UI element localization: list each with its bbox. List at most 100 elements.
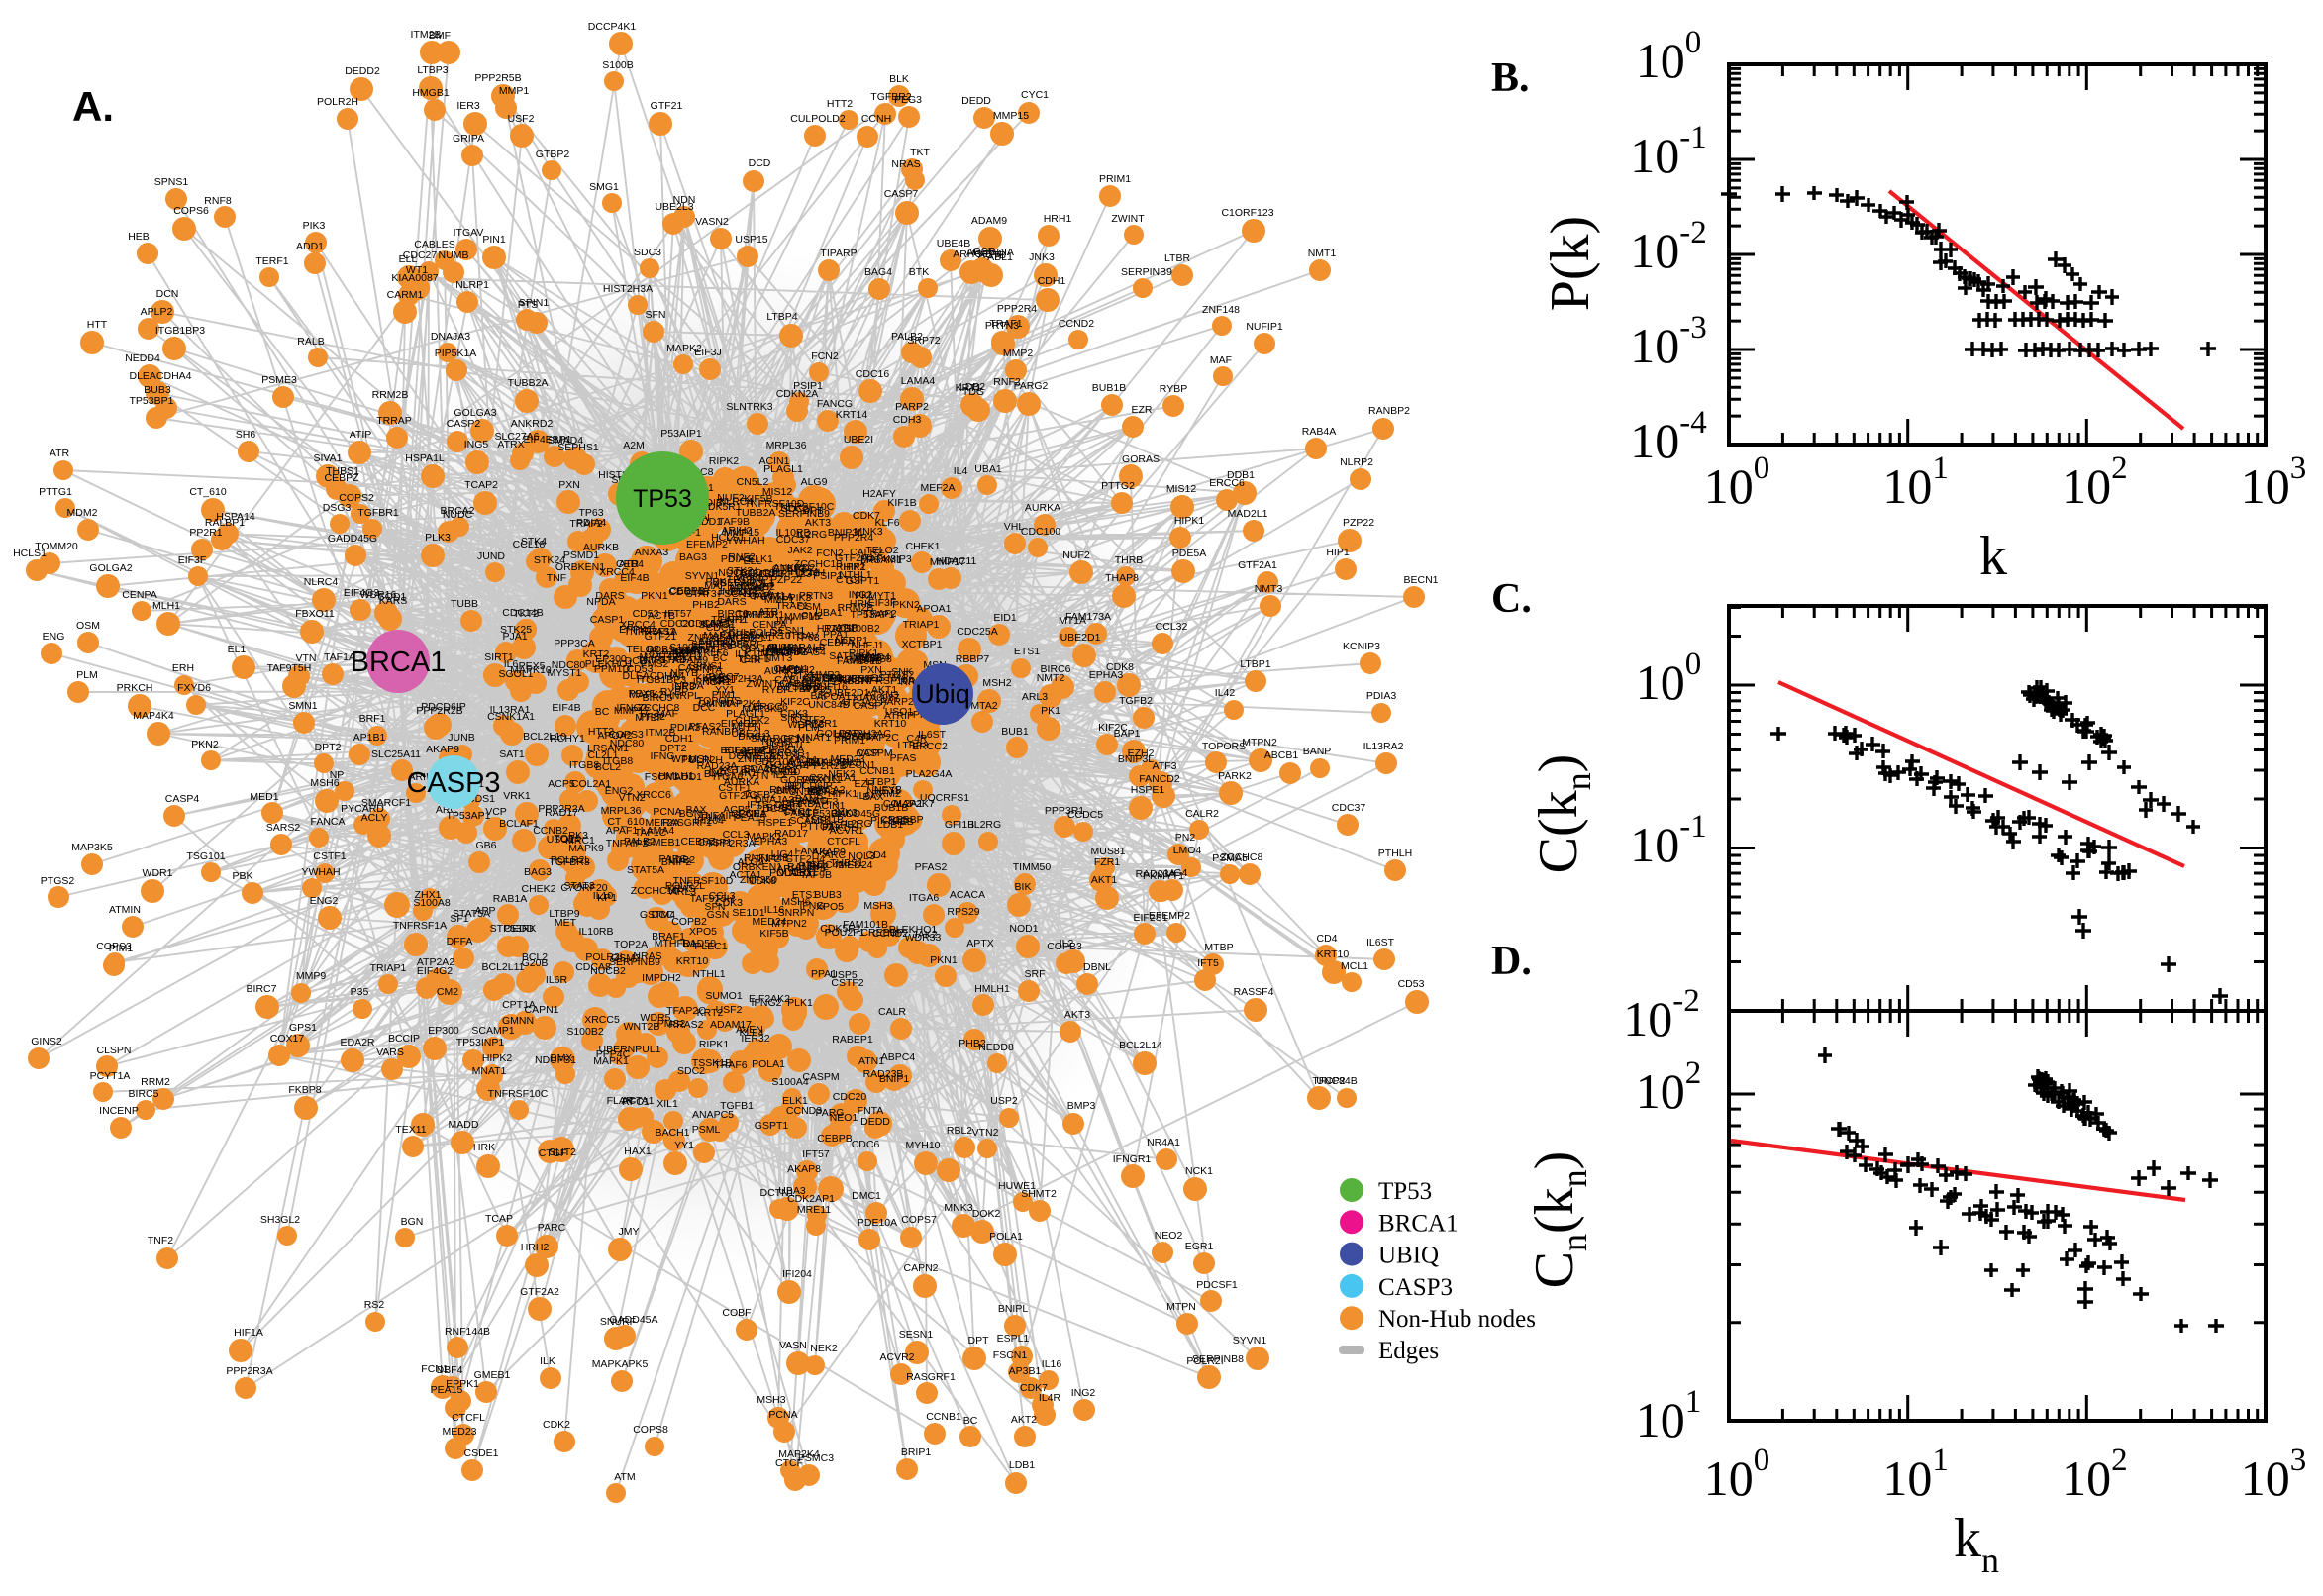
svg-text:SLC27A6: SLC27A6: [495, 431, 540, 443]
svg-text:HEB: HEB: [128, 231, 150, 243]
svg-text:POLR2I: POLR2I: [1186, 1355, 1223, 1367]
svg-text:FCN2: FCN2: [811, 350, 839, 362]
svg-text:TNFRSF10D: TNFRSF10D: [745, 498, 805, 510]
svg-text:CTCFL: CTCFL: [827, 836, 860, 848]
svg-text:CABLES: CABLES: [414, 239, 454, 250]
svg-text:HIP1: HIP1: [1326, 547, 1350, 558]
svg-text:P53AIP1: P53AIP1: [660, 428, 702, 440]
svg-text:GTF21: GTF21: [651, 100, 683, 112]
svg-text:MAP4K4: MAP4K4: [133, 710, 174, 722]
svg-text:RAB4A: RAB4A: [846, 654, 879, 666]
svg-text:HMGB1: HMGB1: [412, 87, 450, 99]
svg-text:NTHL1: NTHL1: [692, 968, 725, 980]
svg-text:HRH1: HRH1: [1044, 213, 1072, 225]
svg-text:KCNIP3: KCNIP3: [1343, 641, 1380, 652]
svg-text:RYBP: RYBP: [762, 684, 790, 696]
svg-text:APP: APP: [474, 905, 495, 917]
svg-text:IFNGR1: IFNGR1: [1113, 1153, 1152, 1165]
svg-text:ZWINT: ZWINT: [1111, 213, 1145, 225]
svg-text:HTT2: HTT2: [827, 98, 853, 110]
svg-text:BNIPL: BNIPL: [998, 1303, 1029, 1315]
svg-text:SYVN1: SYVN1: [1233, 1335, 1267, 1347]
svg-text:GOLGA2: GOLGA2: [816, 728, 858, 740]
svg-text:GB6: GB6: [475, 840, 496, 851]
svg-text:GFI1B: GFI1B: [945, 819, 974, 831]
svg-text:NUF2: NUF2: [1062, 549, 1090, 561]
svg-text:IL2RG: IL2RG: [971, 819, 1001, 831]
svg-text:NUDC: NUDC: [443, 509, 473, 521]
svg-text:SARS2: SARS2: [266, 822, 301, 834]
svg-text:SIVA1: SIVA1: [314, 452, 343, 464]
svg-text:RCHY1: RCHY1: [550, 733, 585, 745]
svg-text:CHEK2: CHEK2: [521, 883, 556, 895]
svg-text:DCCP4K1: DCCP4K1: [588, 21, 637, 33]
svg-text:MYH10: MYH10: [905, 1140, 940, 1151]
svg-text:DCN: DCN: [156, 288, 179, 300]
svg-text:SAT1: SAT1: [499, 748, 525, 760]
svg-text:YWHAH: YWHAH: [301, 866, 340, 878]
svg-text:CDCA8: CDCA8: [575, 961, 611, 973]
svg-text:KIAA0087: KIAA0087: [853, 692, 899, 704]
svg-text:NEDD8: NEDD8: [978, 1042, 1014, 1053]
svg-text:PLM: PLM: [76, 669, 98, 681]
svg-text:IL4: IL4: [954, 465, 968, 477]
svg-text:NMT1: NMT1: [1308, 248, 1337, 259]
svg-text:TNFRSF10C: TNFRSF10C: [488, 1088, 549, 1100]
svg-text:BCLAF1: BCLAF1: [499, 818, 539, 830]
svg-text:DBNL: DBNL: [1083, 961, 1111, 973]
svg-text:CYC1: CYC1: [783, 806, 811, 818]
svg-text:COL2A1: COL2A1: [571, 778, 611, 790]
svg-text:GMEB1: GMEB1: [645, 837, 681, 848]
svg-text:KIF5B: KIF5B: [759, 928, 788, 940]
svg-text:APOA1: APOA1: [916, 603, 951, 615]
svg-text:TNFAIP2: TNFAIP2: [606, 838, 649, 849]
svg-text:IFT57: IFT57: [802, 1148, 830, 1160]
svg-text:PHB2: PHB2: [692, 599, 720, 611]
svg-text:IL42: IL42: [1215, 687, 1236, 699]
svg-text:CDC14B: CDC14B: [668, 586, 709, 598]
svg-text:MCL1: MCL1: [1341, 960, 1368, 972]
svg-text:DOK2: DOK2: [972, 1208, 1001, 1220]
svg-text:PKN1: PKN1: [641, 590, 668, 602]
svg-text:CDH3: CDH3: [893, 414, 922, 426]
svg-text:TNFRSF1A: TNFRSF1A: [393, 920, 447, 932]
svg-text:POU2F1: POU2F1: [825, 927, 865, 939]
svg-text:DEDD: DEDD: [860, 1116, 890, 1128]
svg-text:ACVR2: ACVR2: [879, 1351, 914, 1363]
svg-text:P35: P35: [351, 986, 369, 998]
svg-text:CDC100: CDC100: [1021, 526, 1060, 538]
svg-text:PDCSF1: PDCSF1: [1196, 1279, 1238, 1291]
svg-text:CTCFL: CTCFL: [452, 1412, 485, 1424]
svg-text:GTF2A2: GTF2A2: [520, 1286, 559, 1298]
svg-text:TCAP: TCAP: [485, 1213, 513, 1225]
svg-text:ESPL1: ESPL1: [997, 1333, 1030, 1345]
svg-text:PFAS2: PFAS2: [915, 861, 948, 873]
svg-text:CDC37: CDC37: [1332, 802, 1366, 814]
svg-text:ARL3: ARL3: [1022, 691, 1048, 703]
svg-text:HIPK1: HIPK1: [1174, 515, 1205, 527]
svg-text:EID1: EID1: [993, 612, 1017, 624]
svg-text:COPB2: COPB2: [671, 916, 707, 928]
svg-text:CYC1: CYC1: [1021, 89, 1049, 101]
svg-text:Non-Hub nodes: Non-Hub nodes: [1378, 1306, 1536, 1333]
svg-text:CASP3: CASP3: [406, 767, 500, 799]
svg-text:JAK2: JAK2: [787, 545, 812, 556]
svg-text:VASN2: VASN2: [695, 216, 729, 228]
svg-text:CEBPZ: CEBPZ: [324, 472, 359, 484]
svg-text:TNF2: TNF2: [148, 1235, 173, 1247]
svg-text:PCYT1A: PCYT1A: [90, 1070, 131, 1082]
svg-text:UBE2I: UBE2I: [844, 434, 873, 446]
svg-text:PBK: PBK: [232, 870, 252, 882]
svg-text:PPP2R3A: PPP2R3A: [226, 1365, 272, 1377]
svg-text:CASP1: CASP1: [590, 614, 625, 626]
svg-text:PRIM1: PRIM1: [1099, 173, 1131, 185]
svg-text:BTK: BTK: [909, 266, 929, 278]
svg-text:MYST1: MYST1: [547, 667, 581, 679]
svg-text:SESN1: SESN1: [899, 1329, 934, 1341]
svg-text:EZR: EZR: [1132, 404, 1153, 416]
svg-text:CPT1A: CPT1A: [502, 999, 536, 1011]
svg-text:TFCP2: TFCP2: [1312, 1075, 1345, 1087]
svg-text:NRAS: NRAS: [891, 158, 920, 170]
svg-text:VTN2: VTN2: [972, 1127, 999, 1139]
svg-text:VCP: VCP: [485, 806, 507, 818]
